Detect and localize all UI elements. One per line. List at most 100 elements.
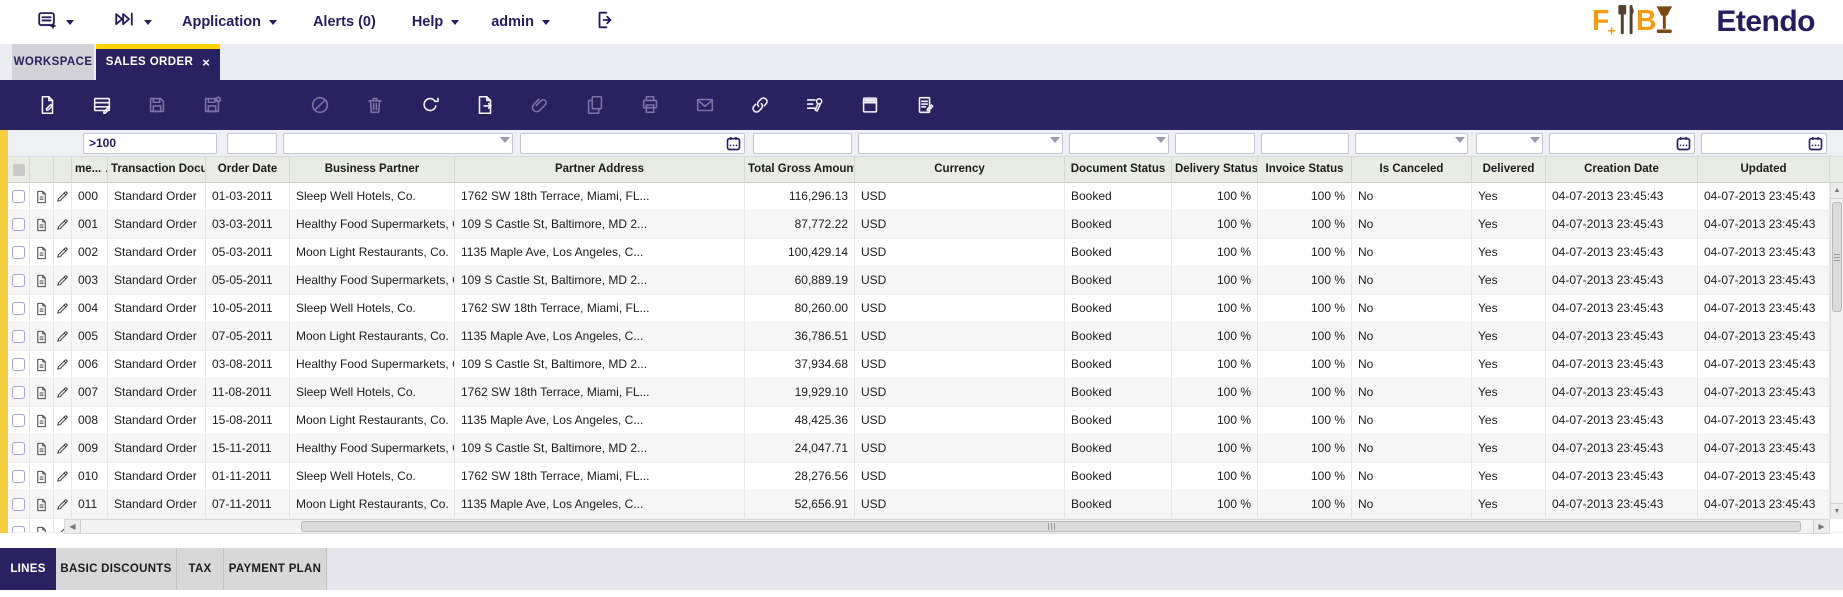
cell-delivery-status[interactable]: 100 %	[1172, 407, 1258, 434]
edit-row-icon[interactable]	[54, 379, 72, 406]
cell-partner-address[interactable]: 109 S Castle St, Baltimore, MD 2...	[455, 351, 745, 378]
form-view-icon[interactable]	[914, 94, 936, 116]
cell-delivered[interactable]: Yes	[1472, 407, 1546, 434]
user-menu[interactable]: admin	[491, 14, 550, 30]
cell-total-gross-amount[interactable]: 48,425.36	[745, 407, 855, 434]
cell-document-no[interactable]: 006	[72, 351, 108, 378]
filter-delivered[interactable]	[1476, 133, 1543, 154]
cell-creation-date[interactable]: 04-07-2013 23:45:43	[1546, 435, 1698, 462]
filter-invoice-status[interactable]	[1261, 133, 1349, 154]
cell-document-status[interactable]: Booked	[1065, 323, 1172, 350]
row-checkbox-cell[interactable]	[8, 491, 30, 518]
cell-business-partner[interactable]: Healthy Food Supermarkets, Co.	[290, 351, 455, 378]
cell-document-no[interactable]: 000	[72, 183, 108, 210]
filter-is-canceled[interactable]	[1355, 133, 1468, 154]
open-record-icon[interactable]	[30, 183, 54, 210]
cell-document-status[interactable]: Booked	[1065, 379, 1172, 406]
child-tab-basic-discounts[interactable]: BASIC DISCOUNTS	[56, 548, 177, 590]
cell-invoice-status[interactable]: 100 %	[1258, 323, 1352, 350]
bookmark-menu-button[interactable]	[36, 9, 74, 35]
cell-invoice-status[interactable]: 100 %	[1258, 351, 1352, 378]
cell-delivered[interactable]: Yes	[1472, 323, 1546, 350]
cell-is-canceled[interactable]: No	[1352, 267, 1472, 294]
cell-currency[interactable]: USD	[855, 183, 1065, 210]
cell-is-canceled[interactable]: No	[1352, 211, 1472, 238]
cell-delivery-status[interactable]: 100 %	[1172, 295, 1258, 322]
cell-updated[interactable]: 04-07-2013 23:45:43	[1698, 211, 1830, 238]
cell-updated[interactable]: 04-07-2013 23:45:43	[1698, 183, 1830, 210]
calendar-icon[interactable]	[1676, 135, 1691, 154]
cell-business-partner[interactable]: Sleep Well Hotels, Co.	[290, 295, 455, 322]
cell-total-gross-amount[interactable]: 28,276.56	[745, 463, 855, 490]
cell-invoice-status[interactable]: 100 %	[1258, 267, 1352, 294]
cell-updated[interactable]: 04-07-2013 23:45:43	[1698, 267, 1830, 294]
cell-business-partner[interactable]: Healthy Food Supermarkets, Co.	[290, 211, 455, 238]
cell-order-date[interactable]: 15-11-2011	[206, 435, 290, 462]
edit-row-icon[interactable]	[54, 407, 72, 434]
edit-row-icon[interactable]	[54, 239, 72, 266]
row-checkbox[interactable]	[12, 330, 25, 343]
table-row[interactable]: 004Standard Order10-05-2011Sleep Well Ho…	[8, 295, 1843, 323]
cell-is-canceled[interactable]: No	[1352, 463, 1472, 490]
cell-delivered[interactable]: Yes	[1472, 295, 1546, 322]
row-checkbox[interactable]	[12, 358, 25, 371]
cell-delivered[interactable]: Yes	[1472, 267, 1546, 294]
cell-document-status[interactable]: Booked	[1065, 407, 1172, 434]
filter-dropdown-icon[interactable]	[1156, 137, 1166, 143]
tab-sales-order[interactable]: SALES ORDER ×	[96, 44, 220, 80]
cell-partner-address[interactable]: 1762 SW 18th Terrace, Miami, FL...	[455, 183, 745, 210]
cell-total-gross-amount[interactable]: 87,772.22	[745, 211, 855, 238]
cell-order-date[interactable]: 10-05-2011	[206, 295, 290, 322]
filter-total-gross-amount[interactable]	[753, 133, 852, 154]
cell-delivery-status[interactable]: 100 %	[1172, 239, 1258, 266]
child-tab-payment-plan[interactable]: PAYMENT PLAN	[224, 548, 327, 590]
open-record-icon[interactable]	[30, 407, 54, 434]
cell-invoice-status[interactable]: 100 %	[1258, 463, 1352, 490]
filter-dropdown-icon[interactable]	[1050, 137, 1060, 143]
header-partner-address[interactable]: Partner Address	[455, 157, 745, 183]
cell-total-gross-amount[interactable]: 116,296.13	[745, 183, 855, 210]
cell-order-date[interactable]: 01-11-2011	[206, 463, 290, 490]
open-record-icon[interactable]	[30, 491, 54, 518]
table-row[interactable]: 006Standard Order03-08-2011Healthy Food …	[8, 351, 1843, 379]
cell-document-no[interactable]: 010	[72, 463, 108, 490]
row-checkbox[interactable]	[12, 218, 25, 231]
cell-delivery-status[interactable]: 100 %	[1172, 463, 1258, 490]
header-edit-spacer[interactable]	[54, 157, 72, 183]
row-checkbox-cell[interactable]	[8, 211, 30, 238]
header-form-view-spacer[interactable]	[30, 157, 54, 183]
cell-delivered[interactable]: Yes	[1472, 351, 1546, 378]
cell-delivery-status[interactable]: 100 %	[1172, 435, 1258, 462]
open-record-icon[interactable]	[30, 267, 54, 294]
header-creation-date[interactable]: Creation Date	[1546, 157, 1698, 183]
help-menu[interactable]: Help	[412, 14, 459, 30]
cell-delivered[interactable]: Yes	[1472, 491, 1546, 518]
cell-transaction-document[interactable]: Standard Order	[108, 407, 206, 434]
cell-document-status[interactable]: Booked	[1065, 295, 1172, 322]
table-row[interactable]: 005Standard Order07-05-2011Moon Light Re…	[8, 323, 1843, 351]
scroll-right-button[interactable]: ▶	[1813, 520, 1829, 533]
scroll-left-button[interactable]: ◀	[65, 520, 81, 533]
cell-order-date[interactable]: 03-08-2011	[206, 351, 290, 378]
edit-row-icon[interactable]	[54, 323, 72, 350]
row-checkbox[interactable]	[12, 190, 25, 203]
cell-business-partner[interactable]: Moon Light Restaurants, Co.	[290, 239, 455, 266]
cell-order-date[interactable]: 15-08-2011	[206, 407, 290, 434]
cell-is-canceled[interactable]: No	[1352, 379, 1472, 406]
cell-invoice-status[interactable]: 100 %	[1258, 435, 1352, 462]
cell-is-canceled[interactable]: No	[1352, 351, 1472, 378]
close-tab-icon[interactable]: ×	[202, 55, 210, 70]
cell-order-date[interactable]: 07-11-2011	[206, 491, 290, 518]
edit-row-icon[interactable]	[54, 211, 72, 238]
cell-updated[interactable]: 04-07-2013 23:45:43	[1698, 295, 1830, 322]
cell-transaction-document[interactable]: Standard Order	[108, 463, 206, 490]
edit-row-icon[interactable]	[54, 351, 72, 378]
cell-business-partner[interactable]: Moon Light Restaurants, Co.	[290, 323, 455, 350]
cell-invoice-status[interactable]: 100 %	[1258, 491, 1352, 518]
cell-order-date[interactable]: 05-03-2011	[206, 239, 290, 266]
cell-partner-address[interactable]: 1135 Maple Ave, Los Angeles, C...	[455, 323, 745, 350]
cell-business-partner[interactable]: Sleep Well Hotels, Co.	[290, 379, 455, 406]
cell-partner-address[interactable]: 109 S Castle St, Baltimore, MD 2...	[455, 267, 745, 294]
cell-delivery-status[interactable]: 100 %	[1172, 211, 1258, 238]
header-currency[interactable]: Currency	[855, 157, 1065, 183]
